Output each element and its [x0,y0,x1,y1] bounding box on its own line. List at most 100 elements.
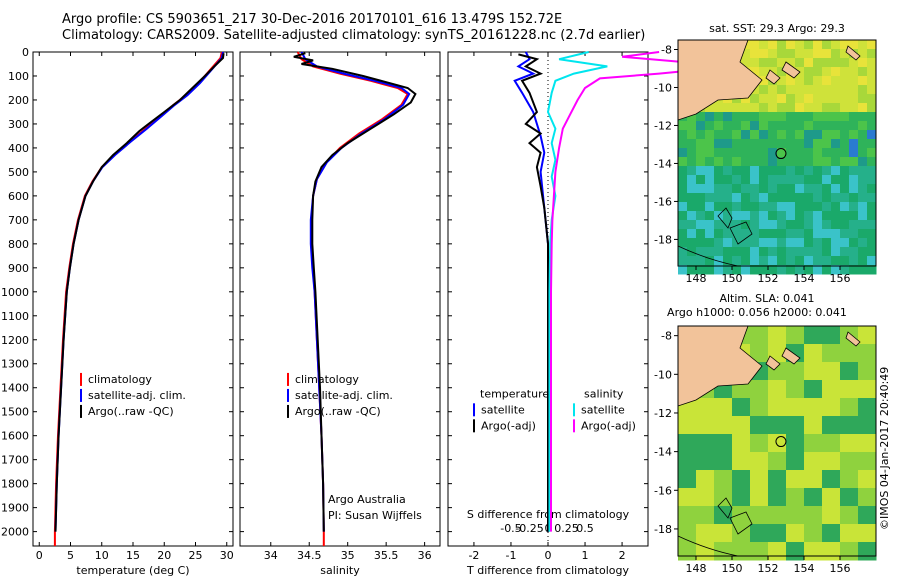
sst-map-cell [822,94,832,104]
sst-map-coast [677,245,739,267]
sst-map-cell [795,85,805,95]
salinity-xlabel: salinity [320,564,360,577]
sst-map-cell [849,139,859,149]
sla-map-cell [804,452,823,471]
sst-map-cell [750,166,760,176]
sla-map-cell [786,452,805,471]
sst-map-cell [714,130,724,140]
sst-map-cell [687,229,697,239]
sst-map-cell [822,67,832,77]
sst-map-cell [741,130,751,140]
sst-map-cell [840,193,850,203]
sst-map-cell [858,175,868,185]
difference-series-salinity-satellite [546,51,608,532]
sst-map-cell [858,112,868,122]
sst-map-cell [714,112,724,122]
temperature-xtick-label: 25 [189,549,203,562]
sst-map-cell [705,157,715,167]
sla-map-cell [696,506,715,525]
sst-map-cell [705,265,715,275]
depth-tick-label: 900 [8,262,29,275]
sst-map-cell [768,85,778,95]
sla-map-cell [822,398,841,417]
sst-map-cell [849,40,859,50]
sla-map-cell [696,470,715,489]
sst-map-cell [759,166,769,176]
sst-map-cell [831,58,841,68]
sst-map-cell [822,229,832,239]
sst-map-cell [768,148,778,158]
sla-map-cell [858,326,877,345]
sla-map-cell [840,362,859,381]
sla-map-cell [750,470,769,489]
sst-map-cell [786,139,796,149]
sst-map-cell [804,85,814,95]
sla-map-cell [804,362,823,381]
sst-map-cell [687,202,697,212]
sst-map-cell [714,148,724,158]
sst-map-cell [759,229,769,239]
sst-map-cell [723,211,733,221]
sla-map-title: Altim. SLA: 0.041 [719,292,814,305]
sst-map-cell [849,157,859,167]
sst-map-cell [786,85,796,95]
sst-map-cell [795,238,805,248]
sla-map-cell [804,524,823,543]
sst-map-cell [759,103,769,113]
sst-map-cell [813,94,823,104]
sla-map-cell [732,488,751,507]
sst-map-cell [849,130,859,140]
sst-map-cell [822,103,832,113]
sla-map-cell [840,416,859,435]
sla-map-cell [858,524,877,543]
temperature-xtick-label: 20 [157,549,171,562]
sla-map-cell [786,362,805,381]
sst-map-cell [696,256,706,266]
sla-map-cell [696,434,715,453]
sst-map-cell [786,202,796,212]
sst-map-cell [705,175,715,185]
sla-map-xtick-label: 156 [830,562,851,575]
diff-legend-label: Argo(-adj) [581,419,636,432]
sst-map-cell [750,40,760,50]
sst-map-cell [696,166,706,176]
sla-map-ytick-label: -14 [654,446,672,459]
sst-map-cell [678,175,688,185]
sst-map-cell [696,148,706,158]
source-annotation: PI: Susan Wijffels [328,509,422,522]
header-line-1: Argo profile: CS 5903651_217 30-Dec-2016… [62,12,563,27]
sst-map-cell [714,229,724,239]
sla-map-cell [858,506,877,525]
sst-map-cell [759,175,769,185]
sla-map-cell [840,452,859,471]
sst-map-cell [768,139,778,149]
temperature-xtick-label: 15 [126,549,140,562]
sst-map-cell [705,112,715,122]
sst-map-cell [741,184,751,194]
sst-map-cell [759,76,769,86]
sst-map-cell [840,166,850,176]
sla-map-subtitle: Argo h1000: 0.056 h2000: 0.041 [667,306,847,319]
sst-map-cell [858,94,868,104]
sst-map-cell [849,148,859,158]
sla-map-cell [786,398,805,417]
sla-map-cell [822,470,841,489]
sla-map-cell [858,434,877,453]
sst-map-cell [840,211,850,221]
sst-map-cell [804,40,814,50]
sst-map-cell [705,184,715,194]
sst-map-cell [840,256,850,266]
sst-map-cell [867,238,877,248]
sst-map-cell [849,103,859,113]
temperature-xlabel: temperature (deg C) [76,564,189,577]
sst-map-cell [840,265,850,275]
sla-map-cell [696,398,715,417]
sst-map-cell [804,193,814,203]
sst-map-cell [687,121,697,131]
sst-map-cell [777,238,787,248]
sst-map-cell [813,193,823,203]
sst-map-cell [813,103,823,113]
sst-map-cell [813,130,823,140]
sst-map-cell [750,202,760,212]
sst-map-cell [849,76,859,86]
